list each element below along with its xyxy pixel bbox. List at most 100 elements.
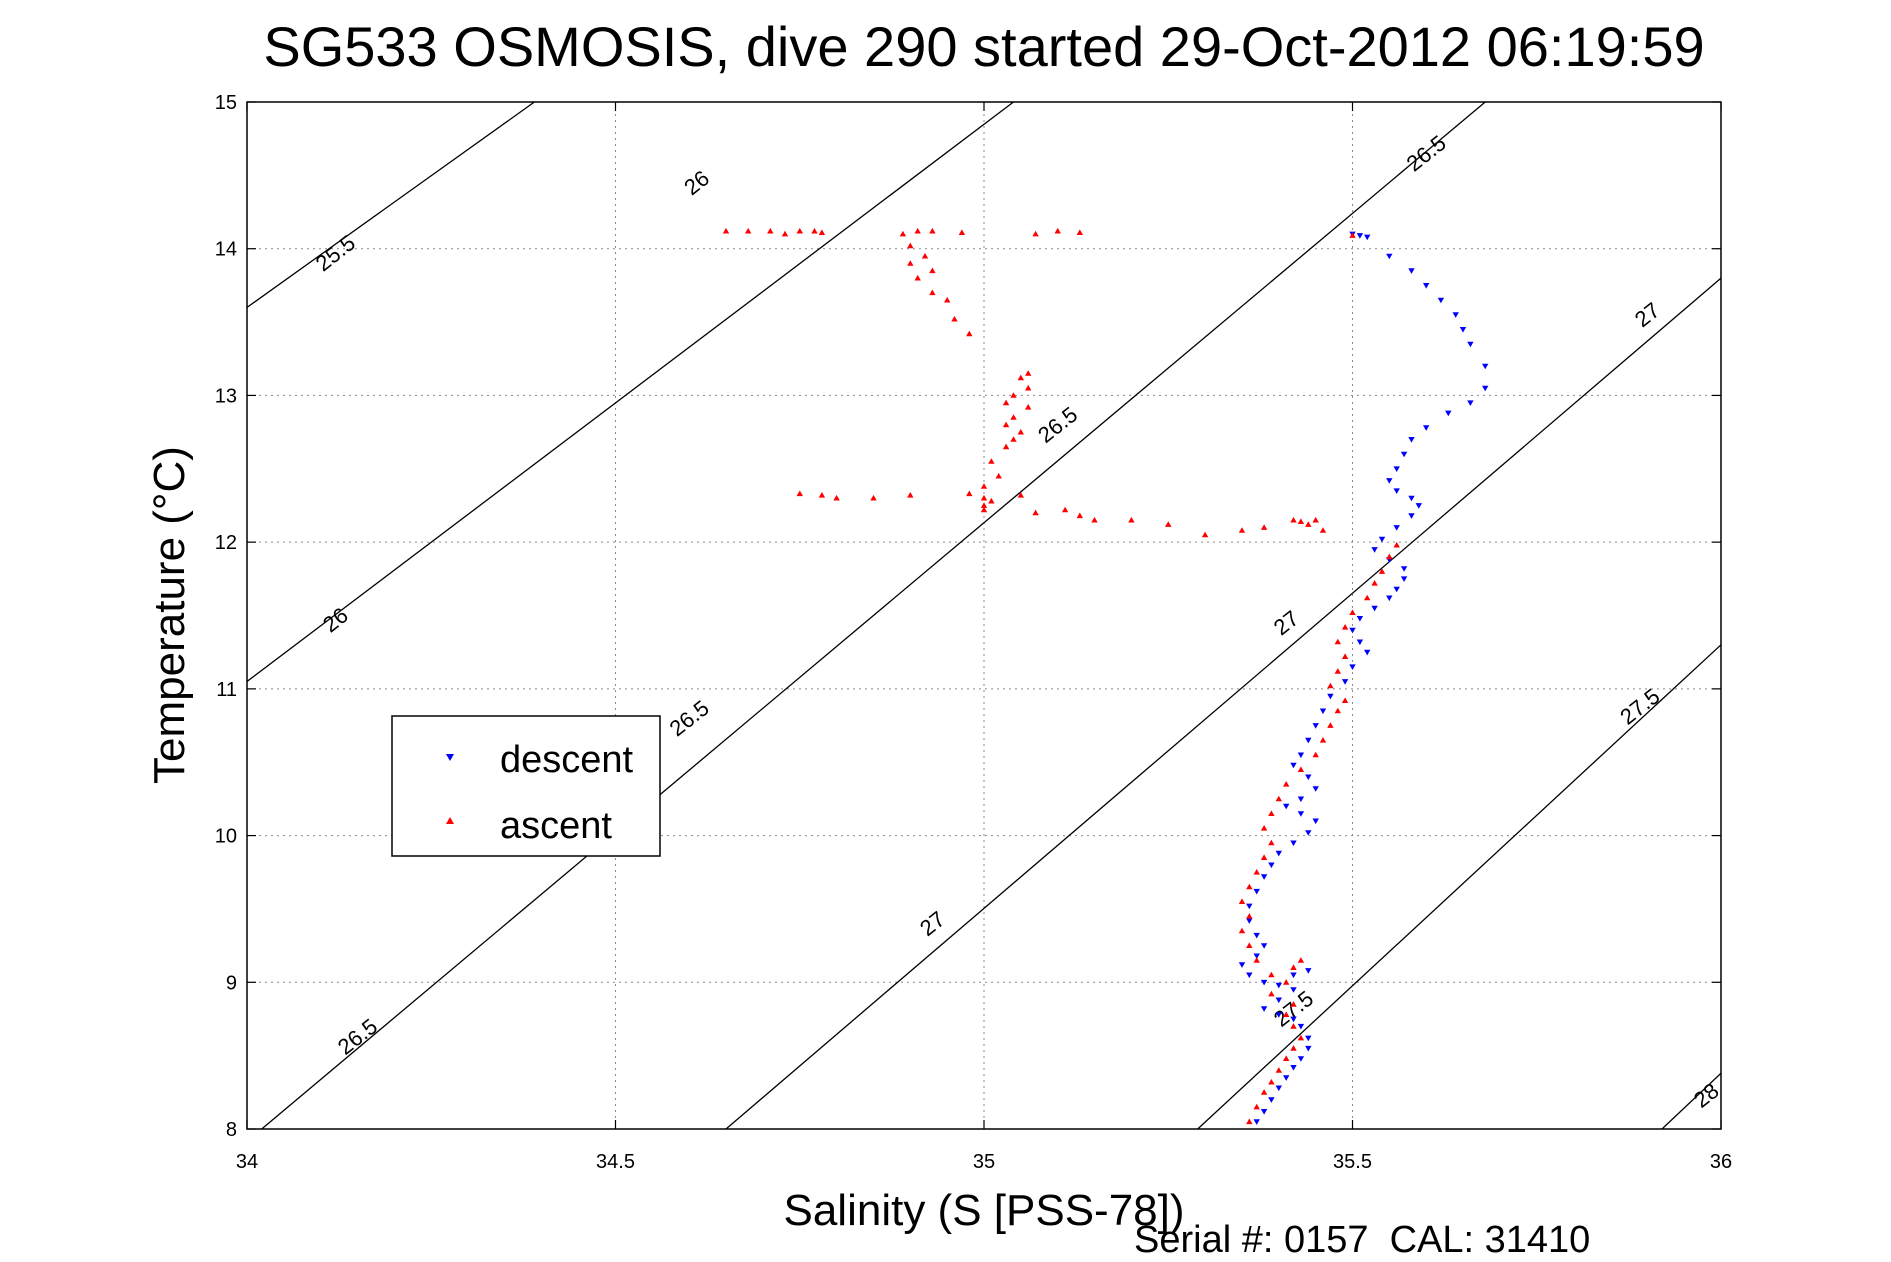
ascent-point	[980, 494, 988, 501]
descent-point	[1341, 679, 1349, 685]
ascent-point	[1017, 492, 1024, 498]
ascent-point	[1268, 990, 1275, 997]
ascent-point	[1025, 404, 1032, 410]
ascent-point	[907, 260, 914, 266]
ascent-point	[1017, 428, 1024, 435]
ascent-point	[1364, 594, 1371, 601]
descent-point	[1290, 987, 1297, 993]
ascent-point	[1246, 913, 1253, 919]
ascent-point	[1327, 722, 1334, 728]
descent-point	[1459, 327, 1467, 333]
ascent-point	[1341, 653, 1349, 659]
density-contour-28	[1661, 1072, 1721, 1129]
legend-descent-label: descent	[500, 739, 634, 781]
ascent-point	[1246, 883, 1253, 890]
descent-point	[1260, 943, 1268, 949]
descent-point	[1386, 253, 1393, 260]
ascent-point	[1305, 521, 1312, 527]
legend: descent ascent	[391, 715, 661, 857]
descent-point	[1408, 495, 1415, 502]
descent-point	[1253, 932, 1260, 939]
chart-title: SG533 OSMOSIS, dive 290 started 29-Oct-2…	[263, 15, 1704, 78]
ascent-point	[1260, 825, 1268, 831]
legend-descent-marker	[446, 754, 454, 761]
ascent-point	[980, 483, 988, 489]
ascent-point	[1253, 1103, 1260, 1110]
descent-point	[1437, 297, 1445, 304]
ascent-point	[914, 227, 921, 234]
descent-point	[1319, 708, 1327, 715]
descent-point	[1378, 536, 1386, 543]
axis-ticks: 34 34.5 35 35.5 36 8 9 10 11 12 13 14 15	[215, 92, 1732, 1173]
descent-point	[1445, 410, 1452, 417]
ascent-point	[1334, 638, 1341, 645]
ascent-point	[1253, 869, 1260, 875]
ascent-point	[1260, 1089, 1268, 1095]
ascent-point	[796, 227, 803, 234]
ascent-point	[1275, 1067, 1282, 1073]
y-axis-label: Temperature (°C)	[145, 446, 194, 784]
x-tick-label: 34	[236, 1151, 258, 1173]
y-tick-label: 12	[215, 532, 237, 554]
ascent-point	[818, 492, 826, 498]
descent-point	[1290, 1065, 1297, 1071]
ascent-point	[1238, 898, 1246, 904]
ascent-point	[1246, 1118, 1253, 1125]
descent-point	[1356, 616, 1364, 622]
descent-point	[1260, 1109, 1268, 1115]
ascent-point	[1334, 668, 1341, 674]
ascent-point	[1290, 516, 1297, 523]
descent-point	[1482, 385, 1489, 392]
ascent-point	[1319, 737, 1327, 743]
y-tick-label: 14	[215, 239, 237, 261]
descent-point	[1371, 547, 1378, 553]
descent-point	[1260, 1006, 1268, 1012]
ascent-point	[1128, 516, 1135, 523]
descent-point	[1283, 803, 1290, 810]
legend-box	[391, 715, 661, 857]
ascent-point	[1268, 971, 1275, 978]
serial-cal-footer: Serial #: 0157 CAL: 31410	[1134, 1219, 1590, 1261]
ascent-point	[1238, 927, 1246, 934]
descent-point	[1415, 503, 1422, 509]
descent-point	[1482, 363, 1489, 370]
ascent-point	[811, 227, 818, 234]
ascent-point	[921, 252, 929, 259]
descent-point	[1297, 796, 1305, 803]
descent-point	[1423, 425, 1430, 431]
ascent-point	[1032, 509, 1039, 516]
ascent-point	[1283, 1011, 1290, 1017]
descent-point	[1400, 451, 1408, 458]
ascent-point	[1246, 942, 1253, 948]
ascent-point	[1002, 443, 1010, 450]
descent-point	[1356, 233, 1364, 239]
descent-point	[1327, 693, 1334, 700]
descent-point	[1275, 850, 1282, 857]
ascent-point	[781, 230, 789, 237]
ascent-point	[899, 230, 907, 237]
ascent-point	[1025, 370, 1032, 376]
ascent-point	[870, 494, 877, 501]
descent-point	[1268, 1097, 1275, 1103]
descent-point	[1393, 488, 1400, 494]
data-series	[722, 227, 1489, 1125]
y-tick-label: 10	[215, 826, 237, 848]
descent-point	[1386, 478, 1393, 484]
ascent-point	[1290, 1045, 1297, 1051]
ascent-point	[966, 330, 973, 337]
descent-point	[1275, 1012, 1282, 1018]
ascent-point	[1054, 227, 1061, 234]
ascent-point	[1017, 374, 1024, 381]
y-tick-label: 9	[226, 972, 237, 994]
descent-point	[1275, 982, 1282, 989]
descent-point	[1386, 595, 1393, 602]
descent-point	[1423, 283, 1430, 289]
density-contour-25.5	[247, 102, 535, 308]
descent-point	[1452, 312, 1459, 318]
ascent-point	[1297, 1034, 1305, 1041]
ascent-point	[1201, 531, 1209, 538]
descent-point	[1275, 997, 1282, 1004]
ascent-point	[1238, 527, 1246, 533]
